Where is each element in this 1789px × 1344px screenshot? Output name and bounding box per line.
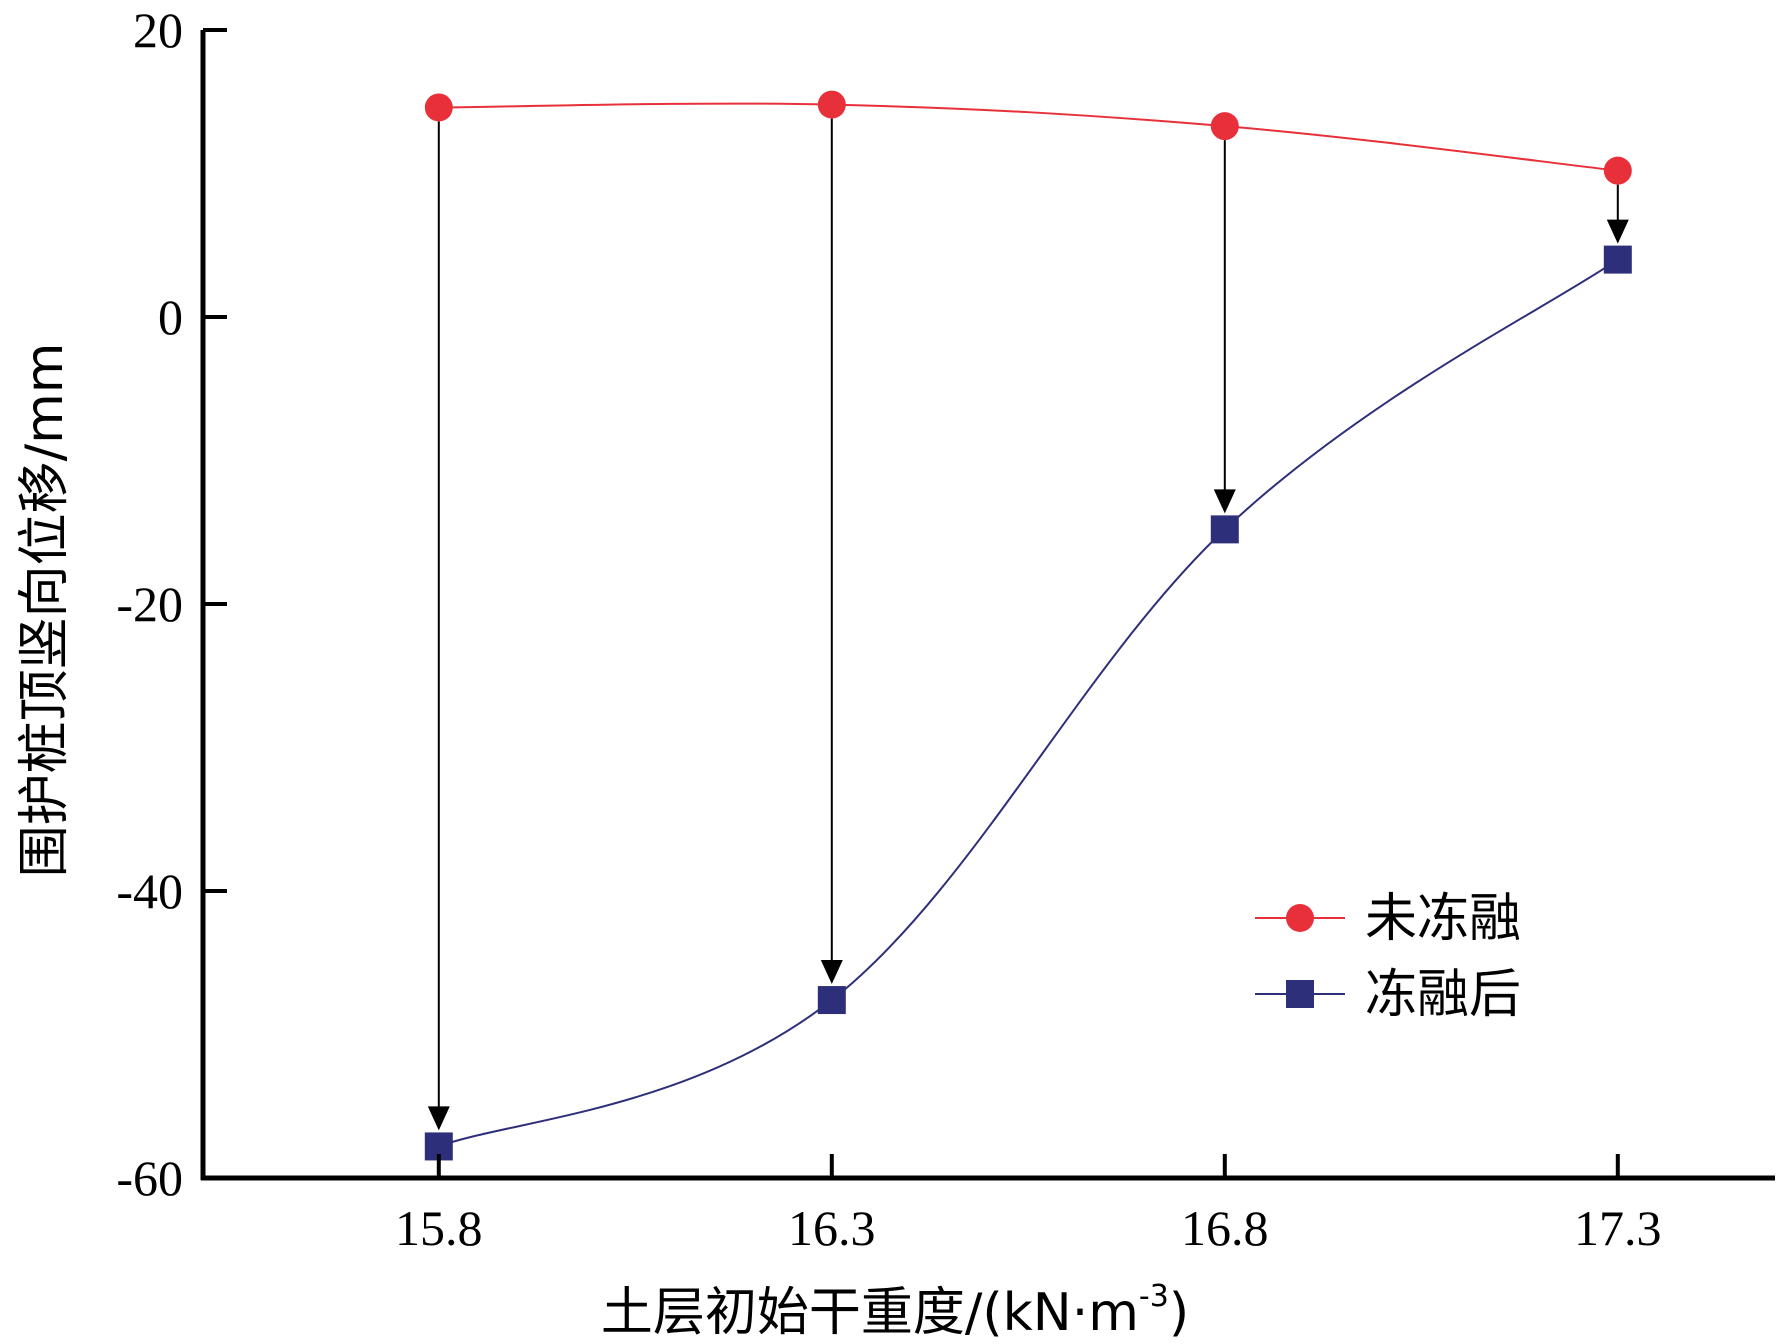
series-2	[424, 245, 1632, 1161]
arrow-head	[1213, 489, 1236, 514]
series-1	[424, 90, 1632, 185]
x-tick-label: 16.3	[788, 1200, 876, 1256]
tick-labels: 20 0 -20 -40 -60 15.8 16.3 16.8 17.3	[116, 2, 1661, 1256]
x-tick-label: 17.3	[1574, 1200, 1662, 1256]
legend-marker-circle	[1286, 904, 1314, 932]
y-axis-title: 围护桩顶竖向位移/mm	[15, 343, 75, 878]
data-point-square	[1210, 515, 1239, 544]
x-axis-title-superscript: -3	[1139, 1279, 1169, 1314]
arrow-head	[1606, 219, 1629, 244]
data-point-square	[1603, 245, 1632, 274]
y-tick-label: 0	[158, 289, 183, 345]
series-line	[438, 102, 1618, 172]
series-line	[438, 258, 1619, 1148]
x-axis-title-close: )	[1169, 1283, 1189, 1343]
data-point-circle	[1210, 112, 1239, 141]
legend-entry: 未冻融	[1255, 889, 1521, 949]
x-axis-title-main: 土层初始干重度/(kN·m	[601, 1283, 1139, 1343]
data-point-circle	[424, 93, 453, 122]
x-tick-label: 16.8	[1181, 1200, 1269, 1256]
x-axis-title: 土层初始干重度/(kN·m-3)	[601, 1279, 1189, 1343]
y-tick-label: -40	[116, 863, 183, 919]
legend-marker-square	[1286, 980, 1314, 1008]
data-point-circle	[1603, 156, 1632, 185]
axes	[200, 28, 1775, 1181]
arrow-annotations	[427, 118, 1629, 1131]
y-tick-label: 20	[133, 2, 183, 58]
legend-label: 未冻融	[1365, 889, 1521, 949]
arrow-head	[820, 960, 843, 985]
legend-label: 冻融后	[1365, 965, 1521, 1025]
arrow-head	[427, 1106, 450, 1131]
legend-entry: 冻融后	[1255, 965, 1521, 1025]
y-tick-label: -20	[116, 576, 183, 632]
x-tick-label: 15.8	[395, 1200, 483, 1256]
y-tick-label: -60	[116, 1150, 183, 1206]
data-point-circle	[817, 90, 846, 119]
data-point-square	[817, 986, 846, 1015]
series-layer	[424, 90, 1632, 1161]
